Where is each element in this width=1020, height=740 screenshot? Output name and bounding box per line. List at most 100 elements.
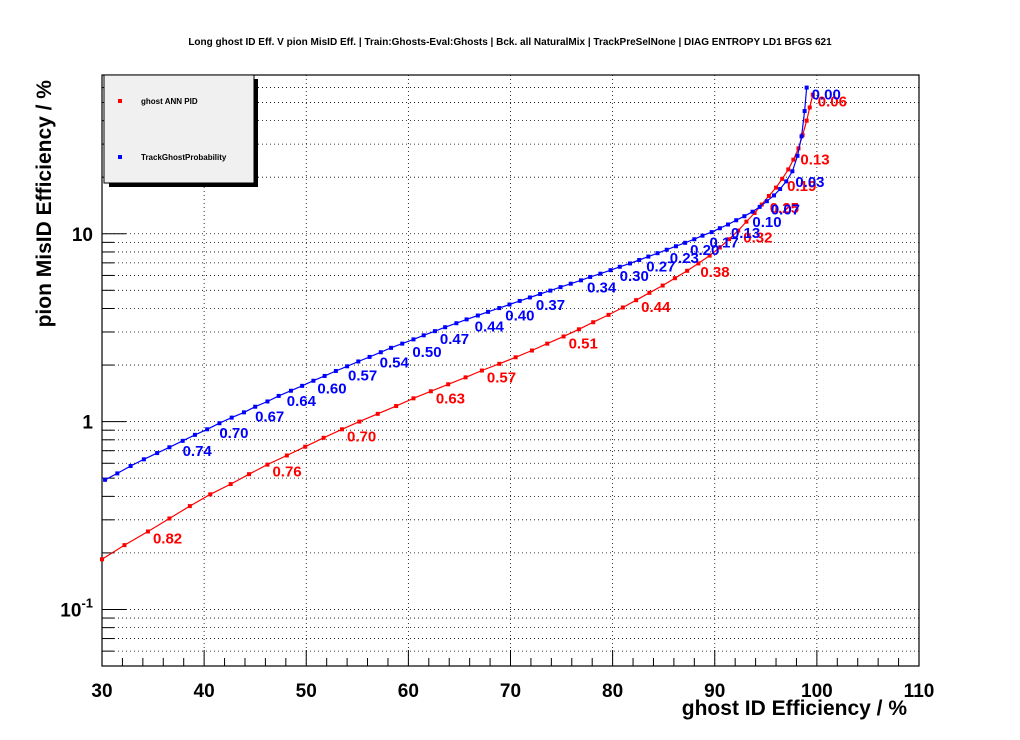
cut-value-label: 0.67 xyxy=(255,408,284,425)
cut-value-label: 0.44 xyxy=(475,318,505,335)
data-point xyxy=(766,193,771,198)
data-point xyxy=(517,298,522,303)
cut-value-label: 0.38 xyxy=(700,264,729,281)
data-point xyxy=(411,337,416,342)
data-point xyxy=(389,345,394,350)
data-point xyxy=(507,302,512,307)
data-point xyxy=(443,325,448,330)
x-axis-label: ghost ID Efficiency / % xyxy=(682,697,908,720)
data-point xyxy=(627,261,632,266)
data-point xyxy=(167,516,172,521)
data-point xyxy=(145,529,150,534)
data-point xyxy=(284,453,289,458)
data-point xyxy=(321,435,326,440)
legend-box xyxy=(103,74,255,184)
data-point xyxy=(411,396,416,401)
legend-label: TrackGhostProbability xyxy=(141,153,227,162)
cut-value-label: 0.32 xyxy=(743,230,772,247)
data-point xyxy=(726,222,731,227)
data-point xyxy=(736,228,741,233)
data-point xyxy=(771,193,776,198)
data-point xyxy=(446,382,451,387)
data-point xyxy=(100,557,104,562)
y-tick-label: 1 xyxy=(82,413,93,434)
data-point xyxy=(685,268,690,273)
data-point xyxy=(598,271,603,276)
cut-value-label: 0.51 xyxy=(569,335,598,352)
data-point xyxy=(375,411,380,416)
data-point xyxy=(357,419,362,424)
x-tick-label: 110 xyxy=(904,681,935,702)
data-point xyxy=(513,355,518,360)
cut-value-label: 0.30 xyxy=(620,268,649,285)
data-point xyxy=(620,305,625,310)
data-point xyxy=(400,341,405,346)
cut-value-label: 0.20 xyxy=(690,242,719,259)
x-tick-labels: 30 40 50 60 70 80 90 100 110 xyxy=(91,681,934,702)
cut-value-label: 0.40 xyxy=(505,308,534,325)
cut-value-label: 0.82 xyxy=(153,530,182,547)
cut-value-label: 0.70 xyxy=(347,428,376,445)
data-point xyxy=(744,219,749,224)
data-point xyxy=(608,268,613,273)
data-point xyxy=(774,185,779,190)
data-point xyxy=(479,368,484,373)
series-0: 0.06 0.13 0.19 0.25 0.32 0.38 0.44 0.51 0.57 0.63… xyxy=(100,92,847,562)
x-tick-label: 40 xyxy=(194,681,215,702)
data-point xyxy=(141,457,146,462)
data-point xyxy=(742,214,747,219)
data-point xyxy=(545,341,550,346)
data-point xyxy=(700,233,705,238)
data-point xyxy=(709,230,714,235)
data-point xyxy=(265,462,270,467)
legend-marker xyxy=(118,155,122,159)
legend-label: ghost ANN PID xyxy=(141,97,198,106)
data-point xyxy=(367,354,372,359)
data-point xyxy=(784,179,789,184)
data-point xyxy=(548,288,553,293)
data-point xyxy=(276,393,281,398)
data-point xyxy=(155,451,160,456)
data-point xyxy=(228,482,233,487)
data-point xyxy=(672,276,677,281)
data-point xyxy=(205,427,210,432)
cut-value-label: 0.25 xyxy=(770,200,799,217)
cut-value-label: 0.57 xyxy=(487,370,516,387)
cut-value-label: 0.13 xyxy=(731,225,760,242)
data-point xyxy=(655,251,660,256)
data-point xyxy=(527,295,532,300)
data-point xyxy=(561,334,566,339)
data-point xyxy=(463,375,468,380)
data-point xyxy=(497,361,502,366)
data-point xyxy=(588,274,593,279)
data-point xyxy=(692,237,697,242)
data-point xyxy=(303,444,308,449)
data-point xyxy=(208,492,213,497)
data-point xyxy=(558,285,563,290)
cut-value-label: 0.07 xyxy=(771,201,800,218)
cut-value-label: 0.13 xyxy=(800,152,829,169)
data-point xyxy=(576,327,581,332)
data-point xyxy=(167,445,172,450)
data-point xyxy=(229,415,234,420)
data-point xyxy=(790,169,795,174)
data-point xyxy=(804,118,809,123)
data-point xyxy=(764,199,769,204)
data-point xyxy=(696,261,701,266)
data-point xyxy=(752,210,757,215)
data-point xyxy=(115,471,120,476)
cut-value-label: 0.17 xyxy=(710,234,739,251)
data-point xyxy=(780,176,785,181)
data-point xyxy=(187,504,192,509)
data-point xyxy=(802,109,807,114)
y-tick-label: 10 xyxy=(72,225,93,246)
cut-value-label: 0.50 xyxy=(412,344,441,361)
data-point xyxy=(180,438,185,443)
cut-value-label: 0.19 xyxy=(787,178,816,195)
cut-value-label: 0.70 xyxy=(219,425,248,442)
x-tick-label: 50 xyxy=(296,681,317,702)
data-point xyxy=(804,85,809,90)
x-tick-label: 60 xyxy=(398,681,419,702)
data-point xyxy=(464,317,469,322)
